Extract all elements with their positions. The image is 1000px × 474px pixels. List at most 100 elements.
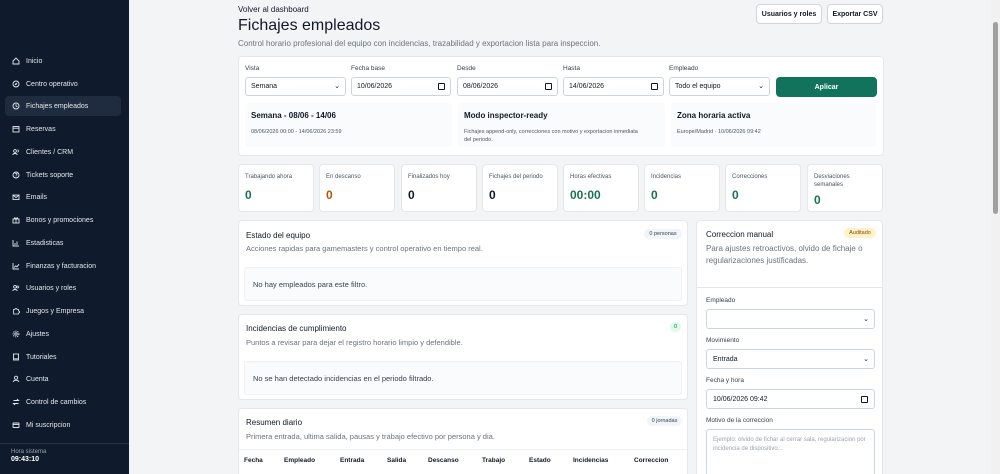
sidebar-item-mi-suscripcion[interactable]: Mi suscripcion xyxy=(5,415,121,435)
column-header-estado[interactable]: Estado xyxy=(529,457,551,464)
sidebar-item-bonos-y-promociones[interactable]: Bonos y promociones xyxy=(5,210,121,230)
movement-label: Movimiento xyxy=(706,337,740,344)
hasta-value: 14/06/2026 xyxy=(569,83,605,90)
calendar-icon[interactable] xyxy=(545,83,552,90)
calendar-icon[interactable] xyxy=(651,83,658,90)
hasta-label: Hasta xyxy=(563,65,580,72)
sidebar-item-cuenta[interactable]: Cuenta xyxy=(5,369,121,389)
users-roles-button[interactable]: Usuarios y roles xyxy=(756,4,822,24)
empleado-select[interactable]: Todo el equipo ⌄ xyxy=(669,77,770,96)
sidebar-item-tickets-soporte[interactable]: Tickets soporte xyxy=(5,165,121,185)
stat-value: 0 xyxy=(245,188,252,202)
sidebar-item-estadisticas[interactable]: Estadisticas xyxy=(5,233,121,253)
book-icon xyxy=(12,353,26,361)
column-header-empleado[interactable]: Empleado xyxy=(284,457,316,464)
sidebar-item-label: Ajustes xyxy=(26,330,49,338)
sidebar-item-label: Cuenta xyxy=(26,375,49,383)
movement-value: Entrada xyxy=(713,355,738,363)
employee-select[interactable]: ⌄ xyxy=(706,309,875,329)
stat-label: Correcciones xyxy=(732,174,768,180)
audited-badge: Auditado xyxy=(844,228,876,238)
stat-label: Fichajes del periodo xyxy=(489,174,543,180)
sidebar-item-reservas[interactable]: Reservas xyxy=(5,119,121,139)
calendar-icon[interactable] xyxy=(438,83,445,90)
users-icon xyxy=(12,148,26,156)
vista-select[interactable]: Semana ⌄ xyxy=(245,77,346,96)
manual-correction-subtitle: Para ajustes retroactivos, olvido de fic… xyxy=(706,244,863,265)
vista-value: Semana xyxy=(251,83,278,90)
stat-card: Correcciones 0 xyxy=(725,164,801,212)
timezone-title: Zona horaria activa xyxy=(677,111,751,120)
column-header-salida[interactable]: Salida xyxy=(387,457,407,464)
sidebar-item-label: Fichajes empleados xyxy=(26,102,89,110)
sidebar-item-finanzas-y-facturacion[interactable]: Finanzas y facturacion xyxy=(5,256,121,276)
column-header-entrada[interactable]: Entrada xyxy=(340,457,365,464)
home-icon xyxy=(12,57,26,65)
column-header-descanso[interactable]: Descanso xyxy=(428,457,459,464)
calendar-icon xyxy=(12,125,26,133)
stat-label: Horas efectivas xyxy=(570,174,612,180)
gift-icon xyxy=(12,216,26,224)
sidebar-item-centro-operativo[interactable]: Centro operativo xyxy=(5,74,121,94)
column-header-fecha[interactable]: Fecha xyxy=(244,457,263,464)
export-csv-button[interactable]: Exportar CSV xyxy=(827,4,883,24)
movement-select[interactable]: Entrada ⌄ xyxy=(706,349,875,369)
page-scrollbar[interactable] xyxy=(991,0,1000,474)
sidebar-item-label: Clientes / CRM xyxy=(26,148,74,156)
sidebar-item-usuarios-y-roles[interactable]: Usuarios y roles xyxy=(5,278,121,298)
inspector-mode-text: Fichajes append-only, correcciones con m… xyxy=(464,129,638,143)
sidebar-item-fichajes-empleados[interactable]: Fichajes empleados xyxy=(5,96,121,116)
stat-value: 00:00 xyxy=(570,188,601,202)
stat-value: 0 xyxy=(489,188,496,202)
arrows-icon xyxy=(12,398,26,406)
sidebar-item-clientes-crm[interactable]: Clientes / CRM xyxy=(5,142,121,162)
column-header-trabajo[interactable]: Trabajo xyxy=(482,457,506,464)
user-group-icon xyxy=(12,284,26,292)
reason-label: Motivo de la correccion xyxy=(706,417,773,424)
stat-card: Incidencias 0 xyxy=(644,164,720,212)
compliance-subtitle: Puntos a revisar para dejar el registro … xyxy=(246,338,463,347)
puzzle-icon xyxy=(12,307,26,315)
hasta-input[interactable]: 14/06/2026 xyxy=(563,77,664,96)
stat-label: Finalizados hoy xyxy=(408,174,450,180)
reason-textarea[interactable]: Ejemplo: olvido de fichar al cerrar sala… xyxy=(706,429,875,474)
sidebar-item-ajustes[interactable]: Ajustes xyxy=(5,324,121,344)
column-header-incidencias[interactable]: Incidencias xyxy=(573,457,609,464)
calendar-icon[interactable] xyxy=(861,396,868,403)
period-info-title: Semana - 08/06 - 14/06 xyxy=(251,111,336,120)
sidebar-item-control-de-cambios[interactable]: Control de cambios xyxy=(5,392,121,412)
compliance-title: Incidencias de cumplimiento xyxy=(246,324,347,333)
datetime-input[interactable]: 10/06/2026 09:42 xyxy=(706,389,875,409)
sidebar-item-label: Control de cambios xyxy=(26,398,87,406)
main-content: Volver al dashboard Fichajes empleados C… xyxy=(129,0,991,474)
sidebar-item-label: Tickets soporte xyxy=(26,171,74,179)
sidebar-item-inicio[interactable]: Inicio xyxy=(5,51,121,71)
card-icon xyxy=(12,421,26,429)
daily-summary-card: Resumen diario 0 jornadas Primera entrad… xyxy=(238,408,688,474)
stat-value: 0 xyxy=(732,188,739,202)
system-clock-label: Hora sistema xyxy=(11,449,47,455)
bar-chart-icon xyxy=(12,239,26,247)
sidebar-item-label: Reservas xyxy=(26,125,56,133)
fecha-base-input[interactable]: 10/06/2026 xyxy=(351,77,451,96)
column-header-correccion[interactable]: Correccion xyxy=(634,457,669,464)
scrollbar-thumb[interactable] xyxy=(993,22,998,214)
sidebar-item-label: Emails xyxy=(26,193,48,201)
chevron-down-icon: ⌄ xyxy=(334,83,340,90)
sidebar-item-emails[interactable]: Emails xyxy=(5,187,121,207)
back-to-dashboard-link[interactable]: Volver al dashboard xyxy=(238,5,309,14)
stat-value: 0 xyxy=(326,188,333,202)
sidebar-item-tutoriales[interactable]: Tutoriales xyxy=(5,347,121,367)
compliance-empty-state: No se han detectado incidencias en el pe… xyxy=(244,361,682,395)
stat-card: Desviaciones semanales 0 xyxy=(807,164,883,212)
sidebar-item-label: Mi suscripcion xyxy=(26,421,71,429)
sidebar-item-juegos-y-empresa[interactable]: Juegos y Empresa xyxy=(5,301,121,321)
inspector-mode-card: Modo inspector-ready Fichajes append-onl… xyxy=(458,103,665,147)
sidebar-item-label: Bonos y promociones xyxy=(26,216,94,224)
timezone-card: Zona horaria activa Europe/Madrid · 10/0… xyxy=(671,103,876,147)
datetime-label: Fecha y hora xyxy=(706,377,744,384)
desde-input[interactable]: 08/06/2026 xyxy=(457,77,558,96)
team-empty-state: No hay empleados para este filtro. xyxy=(244,267,682,301)
stat-value: 0 xyxy=(651,188,658,202)
apply-button[interactable]: Aplicar xyxy=(776,77,877,97)
